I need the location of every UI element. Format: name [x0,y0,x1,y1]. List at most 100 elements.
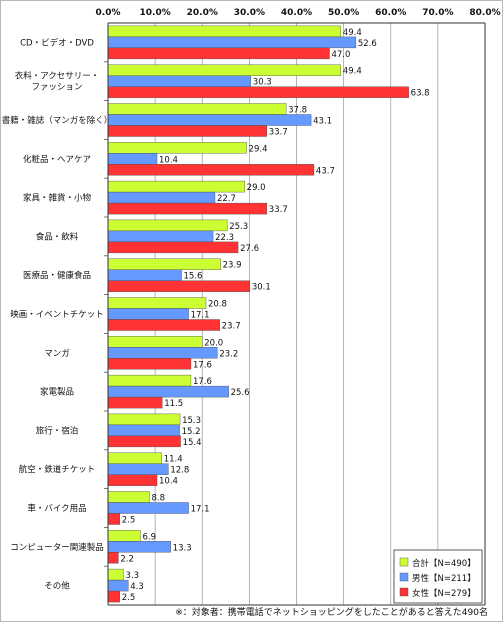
category-label: 医療品・健康食品 [23,270,91,281]
data-label: 2.2 [120,554,134,564]
data-label: 6.9 [143,532,157,542]
data-label: 29.0 [247,183,266,193]
bar [107,396,163,409]
x-tick-label: 80.0% [469,8,500,18]
bar [107,164,315,176]
x-tick-label: 70.0% [422,8,453,18]
bar [107,219,228,232]
legend-swatch [399,572,409,582]
bar [107,142,247,154]
data-label: 17.6 [193,377,212,387]
data-label: 47.0 [331,50,350,60]
bar [107,280,251,292]
bar [107,319,220,331]
data-label: 33.7 [269,128,288,138]
bar [107,258,221,270]
category-label: マンガ [44,348,70,359]
data-label: 17.1 [191,311,210,321]
data-label: 25.6 [231,388,250,398]
data-label: 2.5 [122,593,136,603]
bar [107,358,192,370]
category-label: 映画・イベントチケット [10,309,104,320]
data-label: 49.4 [343,67,362,77]
data-label: 43.1 [313,117,332,127]
category-label: コンピューター関連製品 [10,542,104,553]
category-label: ファッション [31,83,82,93]
data-label: 17.6 [193,360,212,370]
bar [107,435,181,448]
bar [107,530,141,542]
bar [107,424,180,437]
bar [107,590,120,603]
bar [107,308,189,320]
data-label: 3.3 [126,571,140,581]
data-label: 20.0 [204,338,223,348]
bar [107,385,229,398]
bar [107,241,239,254]
category-label: 食品・飲料 [36,231,79,242]
category-label: 書籍・雑誌（マンガを除く） [2,115,113,126]
data-label: 23.7 [222,322,241,332]
category-label: 化粧品・ヘアケア [23,154,91,165]
legend-swatch [399,587,409,597]
x-tick-label: 20.0% [187,8,218,18]
data-label: 10.4 [159,477,178,487]
data-label: 15.4 [183,438,202,448]
data-label: 4.3 [130,582,144,592]
bar [107,463,169,475]
bar [107,452,162,464]
data-label: 30.1 [252,283,271,293]
legend-label: 合計【N=490】 [412,558,476,569]
bar [107,75,251,87]
category-label: その他 [44,581,70,592]
category-label: 車・バイク用品 [27,503,86,514]
bar [107,180,245,193]
bar [107,202,268,215]
data-label: 25.3 [229,222,248,232]
bar [107,474,158,486]
bar [107,552,119,564]
bar [107,541,171,553]
category-label: 家具・雑貨・小物 [23,193,92,204]
category-label: CD・ビデオ・DVD [20,37,94,48]
data-label: 37.8 [288,106,307,116]
bar [107,336,203,348]
x-tick-label: 50.0% [328,8,359,18]
data-label: 11.4 [164,455,183,465]
data-label: 22.7 [217,194,236,204]
x-tick-label: 60.0% [375,8,406,18]
legend-label: 男性【N=211】 [412,573,476,584]
data-label: 30.3 [253,78,272,88]
bar [107,230,214,243]
bar [107,413,181,426]
data-label: 15.6 [184,272,203,282]
data-label: 49.4 [343,28,362,38]
bar [107,125,268,137]
bar [107,64,341,76]
category-label: 旅行・宿泊 [36,425,79,436]
data-label: 17.1 [191,505,210,515]
bar [107,374,192,387]
data-label: 23.9 [223,261,242,271]
data-label: 15.2 [182,427,201,437]
bar [107,191,216,204]
data-label: 22.3 [215,233,234,243]
bar [107,269,182,281]
data-label: 8.8 [151,494,165,504]
category-label: 衣料・アクセサリー・ [15,71,100,82]
x-tick-label: 30.0% [234,8,265,18]
data-label: 20.8 [208,300,227,310]
data-label: 15.3 [182,416,201,426]
bar [107,491,150,503]
bar [107,114,312,126]
data-label: 27.6 [240,244,259,254]
category-label: 航空・鉄道チケット [19,464,96,475]
bar [107,103,287,115]
x-tick-label: 0.0% [96,8,121,18]
footnote: ※：対象者：携帯電話でネットショッピングをしたことがあると答えた490名 [175,608,488,618]
data-label: 29.4 [249,144,268,154]
bar [107,86,409,98]
legend-label: 女性【N=279】 [412,588,476,599]
bar [107,579,129,592]
